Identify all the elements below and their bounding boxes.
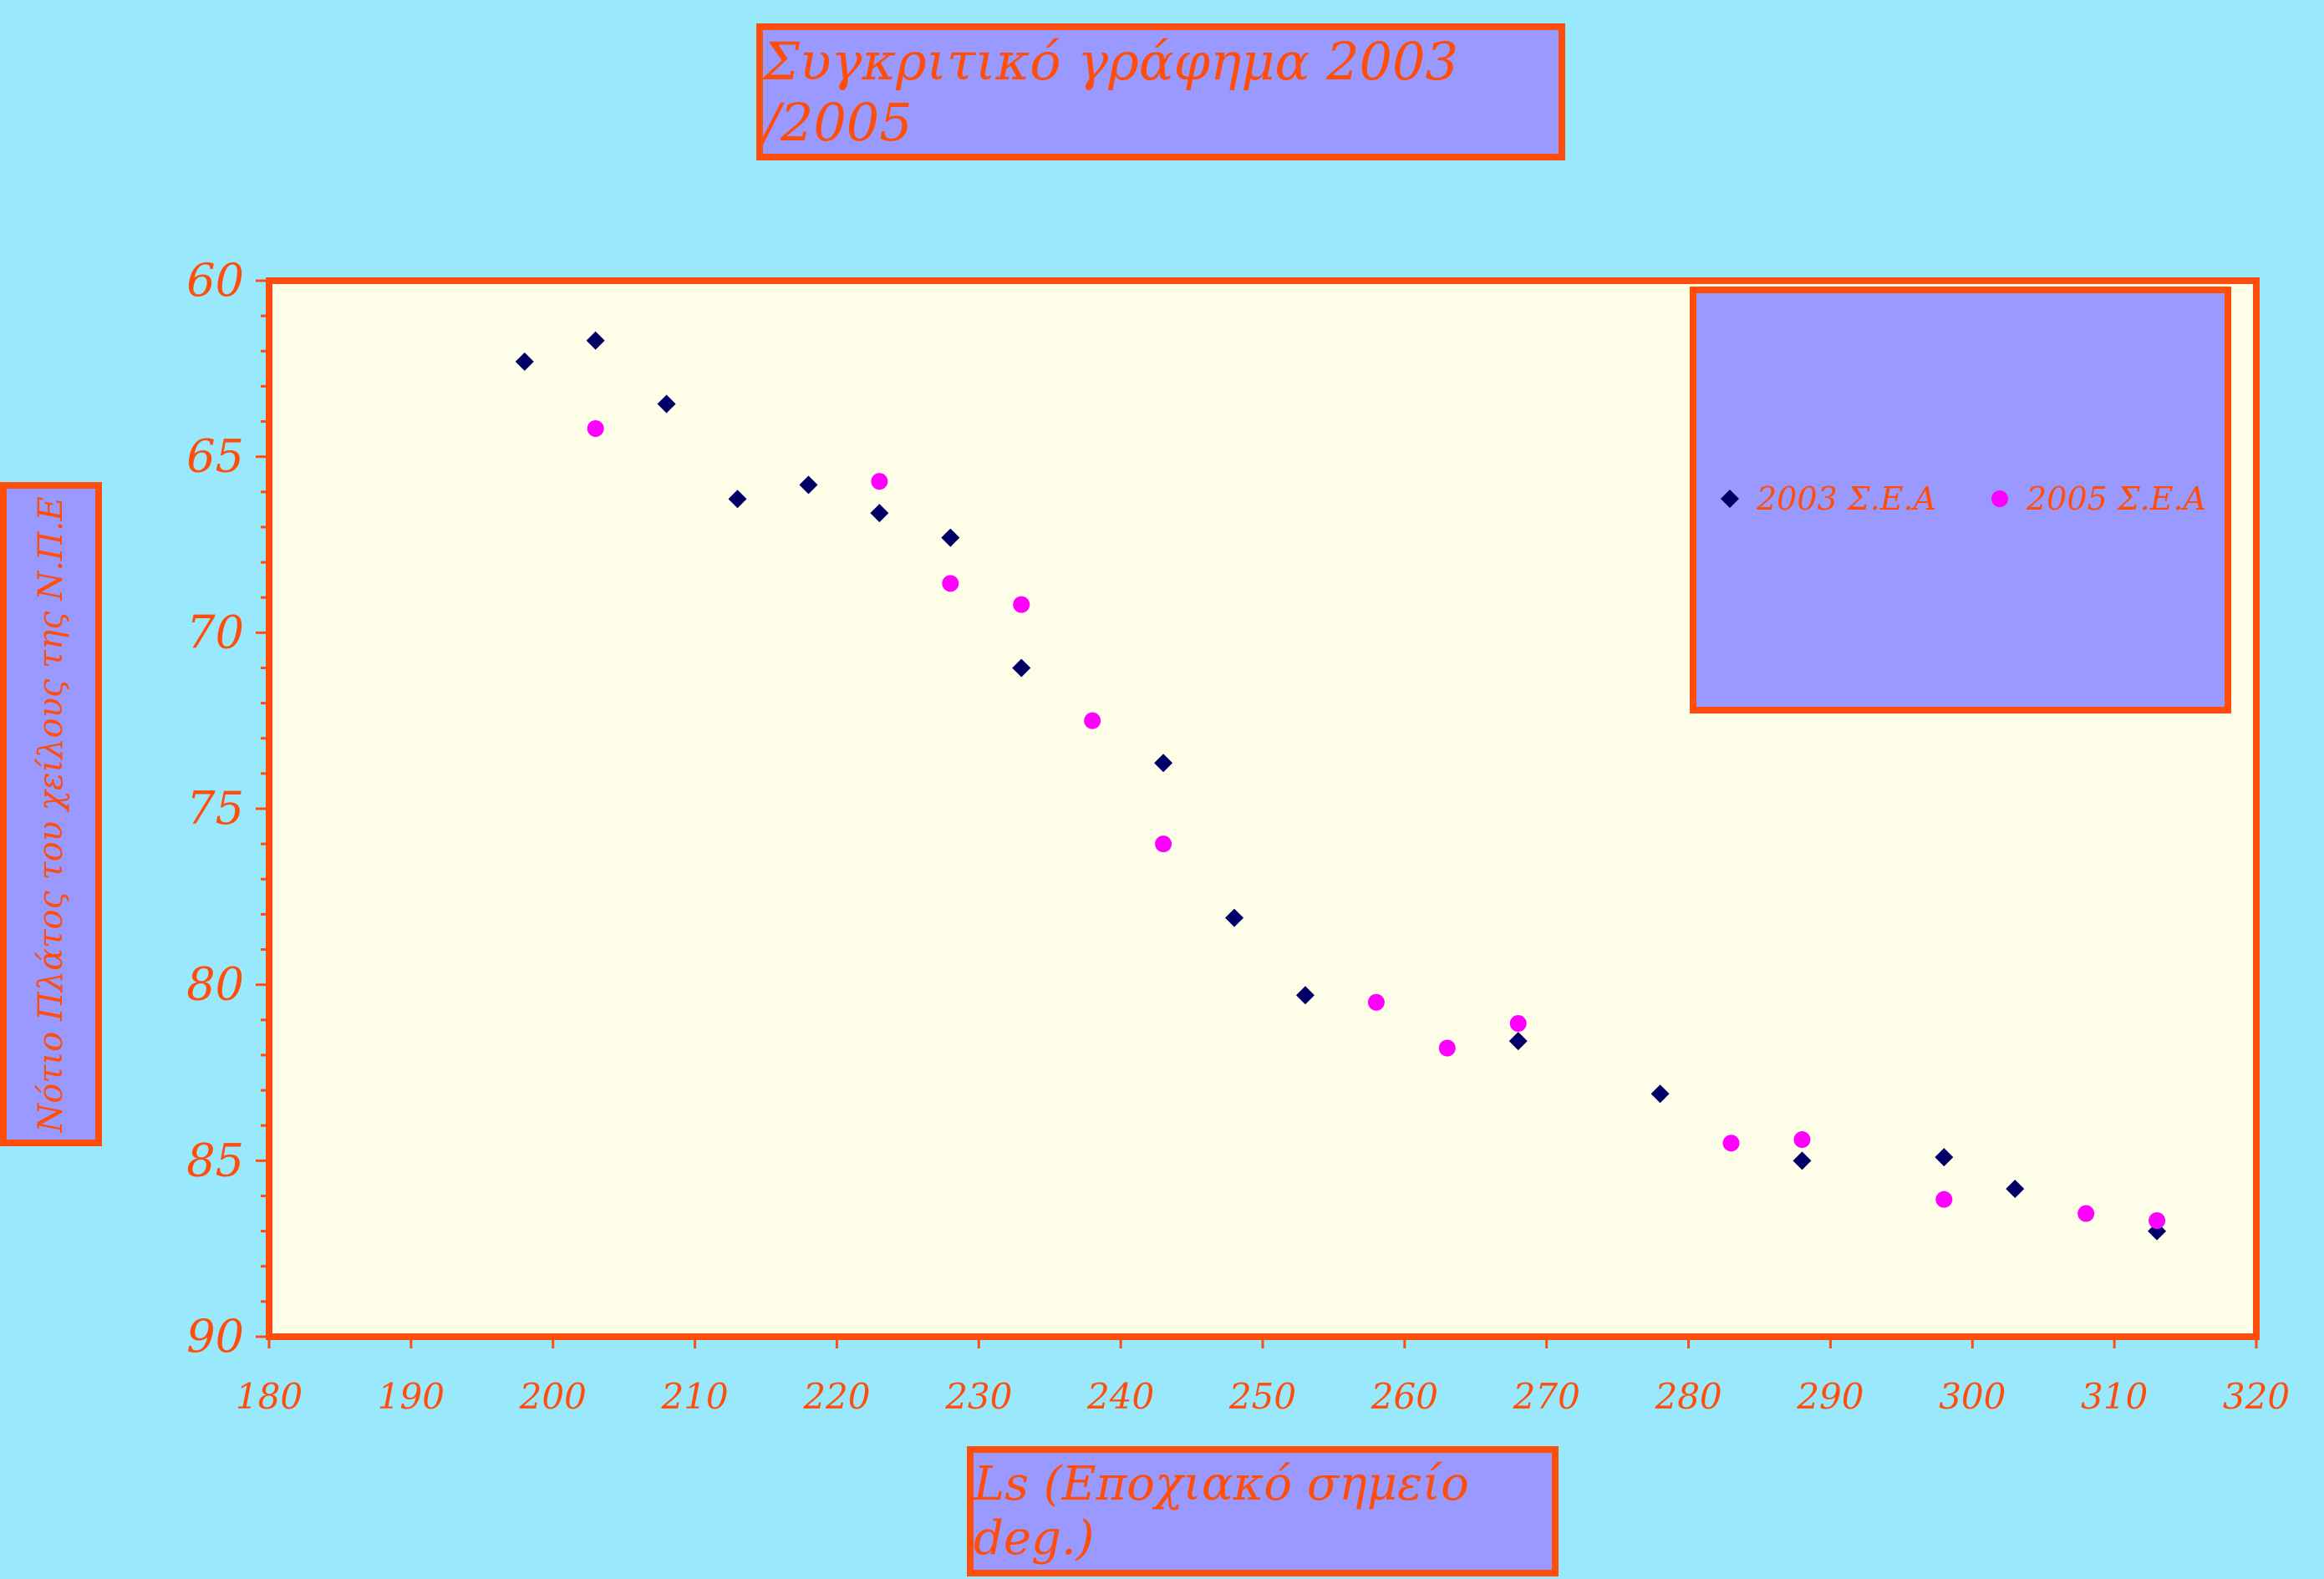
- data-point-2005: [1722, 1135, 1740, 1152]
- data-point-2003: [1935, 1148, 1954, 1167]
- x-tick-label: 190: [378, 1376, 445, 1417]
- chart-title: Συγκριτικό γράφημα 2003 /2005: [763, 31, 1458, 153]
- data-point-2005: [1367, 993, 1385, 1011]
- x-tick-label: 270: [1513, 1376, 1580, 1417]
- data-point-2003: [657, 394, 676, 414]
- data-point-2005: [1438, 1039, 1456, 1057]
- y-tick-label: 65: [186, 430, 244, 483]
- data-point-2003: [1295, 986, 1315, 1005]
- data-point-2005: [1935, 1191, 1953, 1208]
- x-tick-label: 290: [1796, 1376, 1864, 1417]
- data-point-2005: [2077, 1205, 2095, 1222]
- x-tick-label: 280: [1654, 1376, 1721, 1417]
- data-point-2003: [1650, 1084, 1670, 1104]
- x-axis-label: Ls (Εποχιακό σημείο deg.): [974, 1457, 1469, 1566]
- legend-marker-2005: [1991, 490, 2008, 507]
- x-tick-label: 210: [660, 1376, 728, 1417]
- x-tick-label: 320: [2223, 1376, 2290, 1417]
- data-point-2005: [1793, 1131, 1811, 1149]
- data-point-2005: [871, 473, 888, 490]
- data-point-2003: [2006, 1180, 2025, 1199]
- y-tick-label: 80: [186, 958, 244, 1011]
- data-point-2003: [515, 352, 534, 371]
- y-axis-label-box: Νότιο Πλάτος του χείλους της Ν.Π.Ε: [0, 482, 102, 1146]
- x-tick-label: 310: [2081, 1376, 2148, 1417]
- data-point-2005: [587, 419, 604, 437]
- data-point-2005: [1084, 712, 1101, 729]
- data-point-2003: [941, 528, 960, 547]
- data-point-2003: [1793, 1151, 1812, 1170]
- data-point-2003: [1225, 908, 1244, 927]
- x-tick-label: 260: [1370, 1376, 1438, 1417]
- x-tick-label: 200: [519, 1376, 587, 1417]
- x-tick-label: 230: [944, 1376, 1012, 1417]
- legend-marker-2003: [1721, 490, 1739, 508]
- legend-box: [1690, 287, 2231, 713]
- data-point-2005: [2149, 1211, 2166, 1229]
- data-point-2005: [942, 575, 959, 592]
- data-point-2005: [1155, 835, 1172, 853]
- x-tick-label: 180: [236, 1376, 303, 1417]
- y-tick-label: 85: [186, 1134, 244, 1186]
- data-point-2003: [1508, 1032, 1528, 1051]
- x-tick-label: 250: [1228, 1376, 1296, 1417]
- y-tick-label: 60: [186, 254, 244, 307]
- data-point-2003: [870, 504, 889, 523]
- data-point-2003: [1012, 658, 1031, 678]
- x-tick-label: 300: [1939, 1376, 2006, 1417]
- legend-label-2005: 2005 Σ.Ε.Α: [2026, 480, 2206, 517]
- chart-title-box: Συγκριτικό γράφημα 2003 /2005: [756, 23, 1565, 160]
- x-tick-label: 240: [1086, 1376, 1154, 1417]
- x-axis-label-box: Ls (Εποχιακό σημείο deg.): [967, 1446, 1559, 1576]
- data-point-2005: [1509, 1015, 1527, 1033]
- data-point-2003: [728, 490, 747, 509]
- y-tick-label: 70: [186, 606, 244, 658]
- data-point-2005: [1013, 596, 1030, 613]
- data-point-2003: [586, 331, 605, 350]
- data-point-2003: [1154, 754, 1173, 773]
- y-tick-label: 90: [186, 1310, 244, 1363]
- y-tick-label: 75: [186, 782, 244, 835]
- x-tick-label: 220: [802, 1376, 870, 1417]
- data-point-2003: [799, 475, 818, 495]
- legend-label-2003: 2003 Σ.Ε.Α: [1756, 480, 1936, 517]
